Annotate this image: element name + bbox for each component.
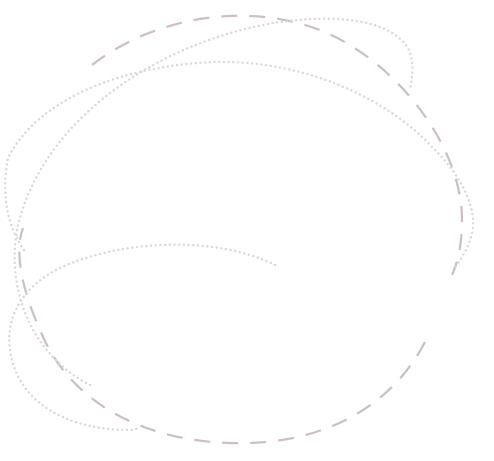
- dashed-loop-stroke: [18, 14, 464, 445]
- top-dotted-arc-stroke: [13, 17, 414, 387]
- outer-dotted-swirl-stroke: [4, 60, 475, 270]
- inner-dotted-arc-stroke: [8, 243, 277, 432]
